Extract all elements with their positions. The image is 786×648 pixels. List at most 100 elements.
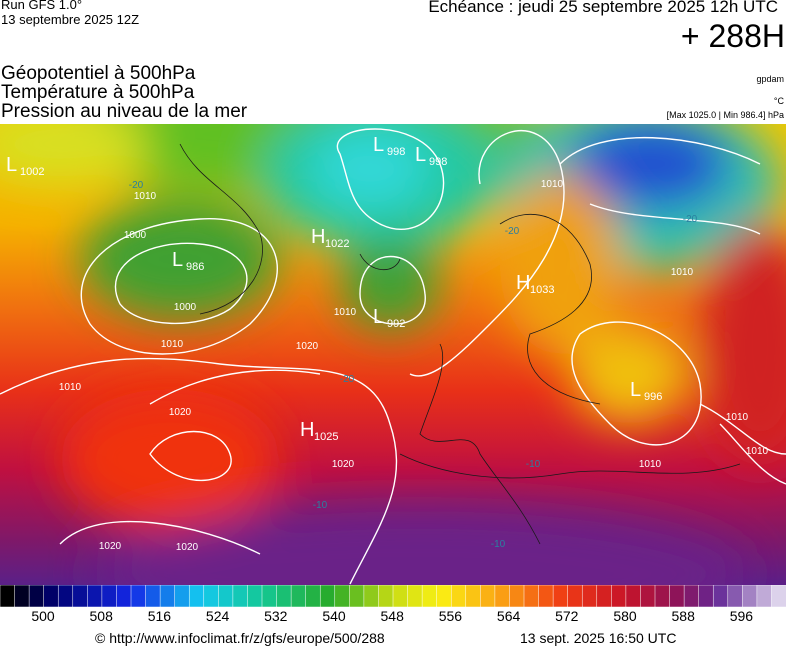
isobar-label: 1010 [726, 412, 749, 423]
center-value: 1033 [530, 284, 554, 296]
isobar-label: 1010 [639, 459, 662, 470]
timestamp: 13 sept. 2025 16:50 UTC [520, 630, 677, 646]
colorbar-cell [756, 585, 773, 607]
isobar-label: 1020 [332, 459, 355, 470]
colorbar-cell [0, 585, 16, 607]
colorbar-cell [232, 585, 249, 607]
colorbar-labels: 500 508 516 524 532 540 548 556 564 572 580 588 596 6… [0, 608, 786, 628]
isobar-label: 1020 [296, 341, 319, 352]
colorbar-cell [101, 585, 118, 607]
colorbar-cell [450, 585, 467, 607]
isobar-label: 1010 [541, 179, 564, 190]
center-type: L [415, 144, 426, 166]
colorbar-label: 508 [89, 608, 113, 624]
colorbar-cell [654, 585, 671, 607]
colorbar-cell [72, 585, 89, 607]
colorbar-cell [290, 585, 307, 607]
colorbar-cell [421, 585, 438, 607]
colorbar-cell [334, 585, 351, 607]
colorbar-cell [159, 585, 176, 607]
colorbar-label: 596 [729, 608, 754, 624]
unit: [Max 1025.0 | Min 986.4] hPa [666, 110, 784, 120]
colorbar-cell [188, 585, 205, 607]
run-date: 13 septembre 2025 12Z [1, 12, 140, 27]
center-type: H [311, 226, 325, 248]
center-value: 992 [387, 318, 405, 330]
colorbar-label: 556 [438, 608, 463, 624]
center-value: 996 [644, 391, 662, 403]
colorbar-label: 572 [555, 608, 579, 624]
colorbar-cell [538, 585, 554, 607]
colorbar-cell [378, 585, 394, 607]
colorbar-label: 604 [780, 608, 786, 624]
colorbar-cell [669, 585, 685, 607]
center-value: 1022 [325, 238, 349, 250]
temperature-label: -20 [505, 226, 520, 237]
colorbar-cell [480, 585, 496, 607]
isobar-label: 1000 [124, 230, 147, 241]
center-value: 998 [387, 146, 405, 158]
isobar-label: 1010 [334, 307, 357, 318]
temperature-label: -10 [491, 539, 506, 550]
temperature-label: -10 [313, 500, 328, 511]
colorbar-label: 524 [205, 608, 230, 624]
colorbar-cell [349, 585, 365, 607]
colorbar-cell [640, 585, 656, 607]
colorbar-cell [712, 585, 729, 607]
center-type: L [6, 154, 17, 176]
colorbar-label: 580 [613, 608, 637, 624]
colorbar-label: 532 [264, 608, 288, 624]
center-value: 1025 [314, 431, 338, 443]
colorbar-cell [57, 585, 74, 607]
colorbar-cell [319, 585, 336, 607]
colorbar-cell [494, 585, 511, 607]
temperature-label: -20 [683, 214, 698, 225]
colorbar-cell [145, 585, 161, 607]
colorbar-label: 540 [322, 608, 346, 624]
center-value: 986 [186, 261, 204, 273]
isobar-label: 1020 [169, 407, 192, 418]
center-type: H [300, 419, 314, 441]
colorbar-cell [276, 585, 292, 607]
center-type: H [516, 272, 530, 294]
colorbar-cell [87, 585, 103, 607]
isobar-label: 1020 [176, 542, 199, 553]
colorbar-cell [174, 585, 190, 607]
temperature-label: -20 [129, 180, 144, 191]
colorbar-cell [436, 585, 452, 607]
colorbar-label: 500 [31, 608, 55, 624]
colorbar-label: 548 [380, 608, 404, 624]
colorbar-label: 588 [671, 608, 695, 624]
isobar-label: 1010 [161, 339, 184, 350]
coastlines [179, 143, 741, 545]
source: © http://www.infoclimat.fr/z/gfs/europe/… [95, 630, 385, 646]
colorbar-cell [28, 585, 45, 607]
center-type: L [373, 134, 384, 156]
colorbar-cell [261, 585, 278, 607]
colorbar-cell [552, 585, 569, 607]
temperature-label: -20 [340, 374, 355, 385]
temperature-label: -10 [526, 459, 541, 470]
title: Température à 500hPa [1, 82, 195, 103]
colorbar-cell [43, 585, 59, 607]
forecast: Echéance : jeudi 25 septembre 2025 12h U… [428, 0, 778, 16]
colorbar-cell [465, 585, 482, 607]
colorbar-cell [742, 585, 758, 607]
colorbar-cell [611, 585, 627, 607]
center-type: L [630, 379, 641, 401]
colorbar-cell [407, 585, 423, 607]
colorbar-cell [727, 585, 744, 607]
colorbar-cell [698, 585, 714, 607]
isobar-label: 1020 [99, 541, 122, 552]
run: Run GFS 1.0° [1, 0, 83, 12]
title: Géopotentiel à 500hPa [1, 63, 196, 84]
colorbar-cell [203, 585, 220, 607]
colorbar-cell [581, 585, 598, 607]
unit: gpdam [756, 74, 784, 84]
lead-time: + 288H [680, 18, 785, 54]
colorbar-cell [116, 585, 132, 607]
colorbar-cell [392, 585, 409, 607]
isobar-label: 1010 [671, 267, 694, 278]
